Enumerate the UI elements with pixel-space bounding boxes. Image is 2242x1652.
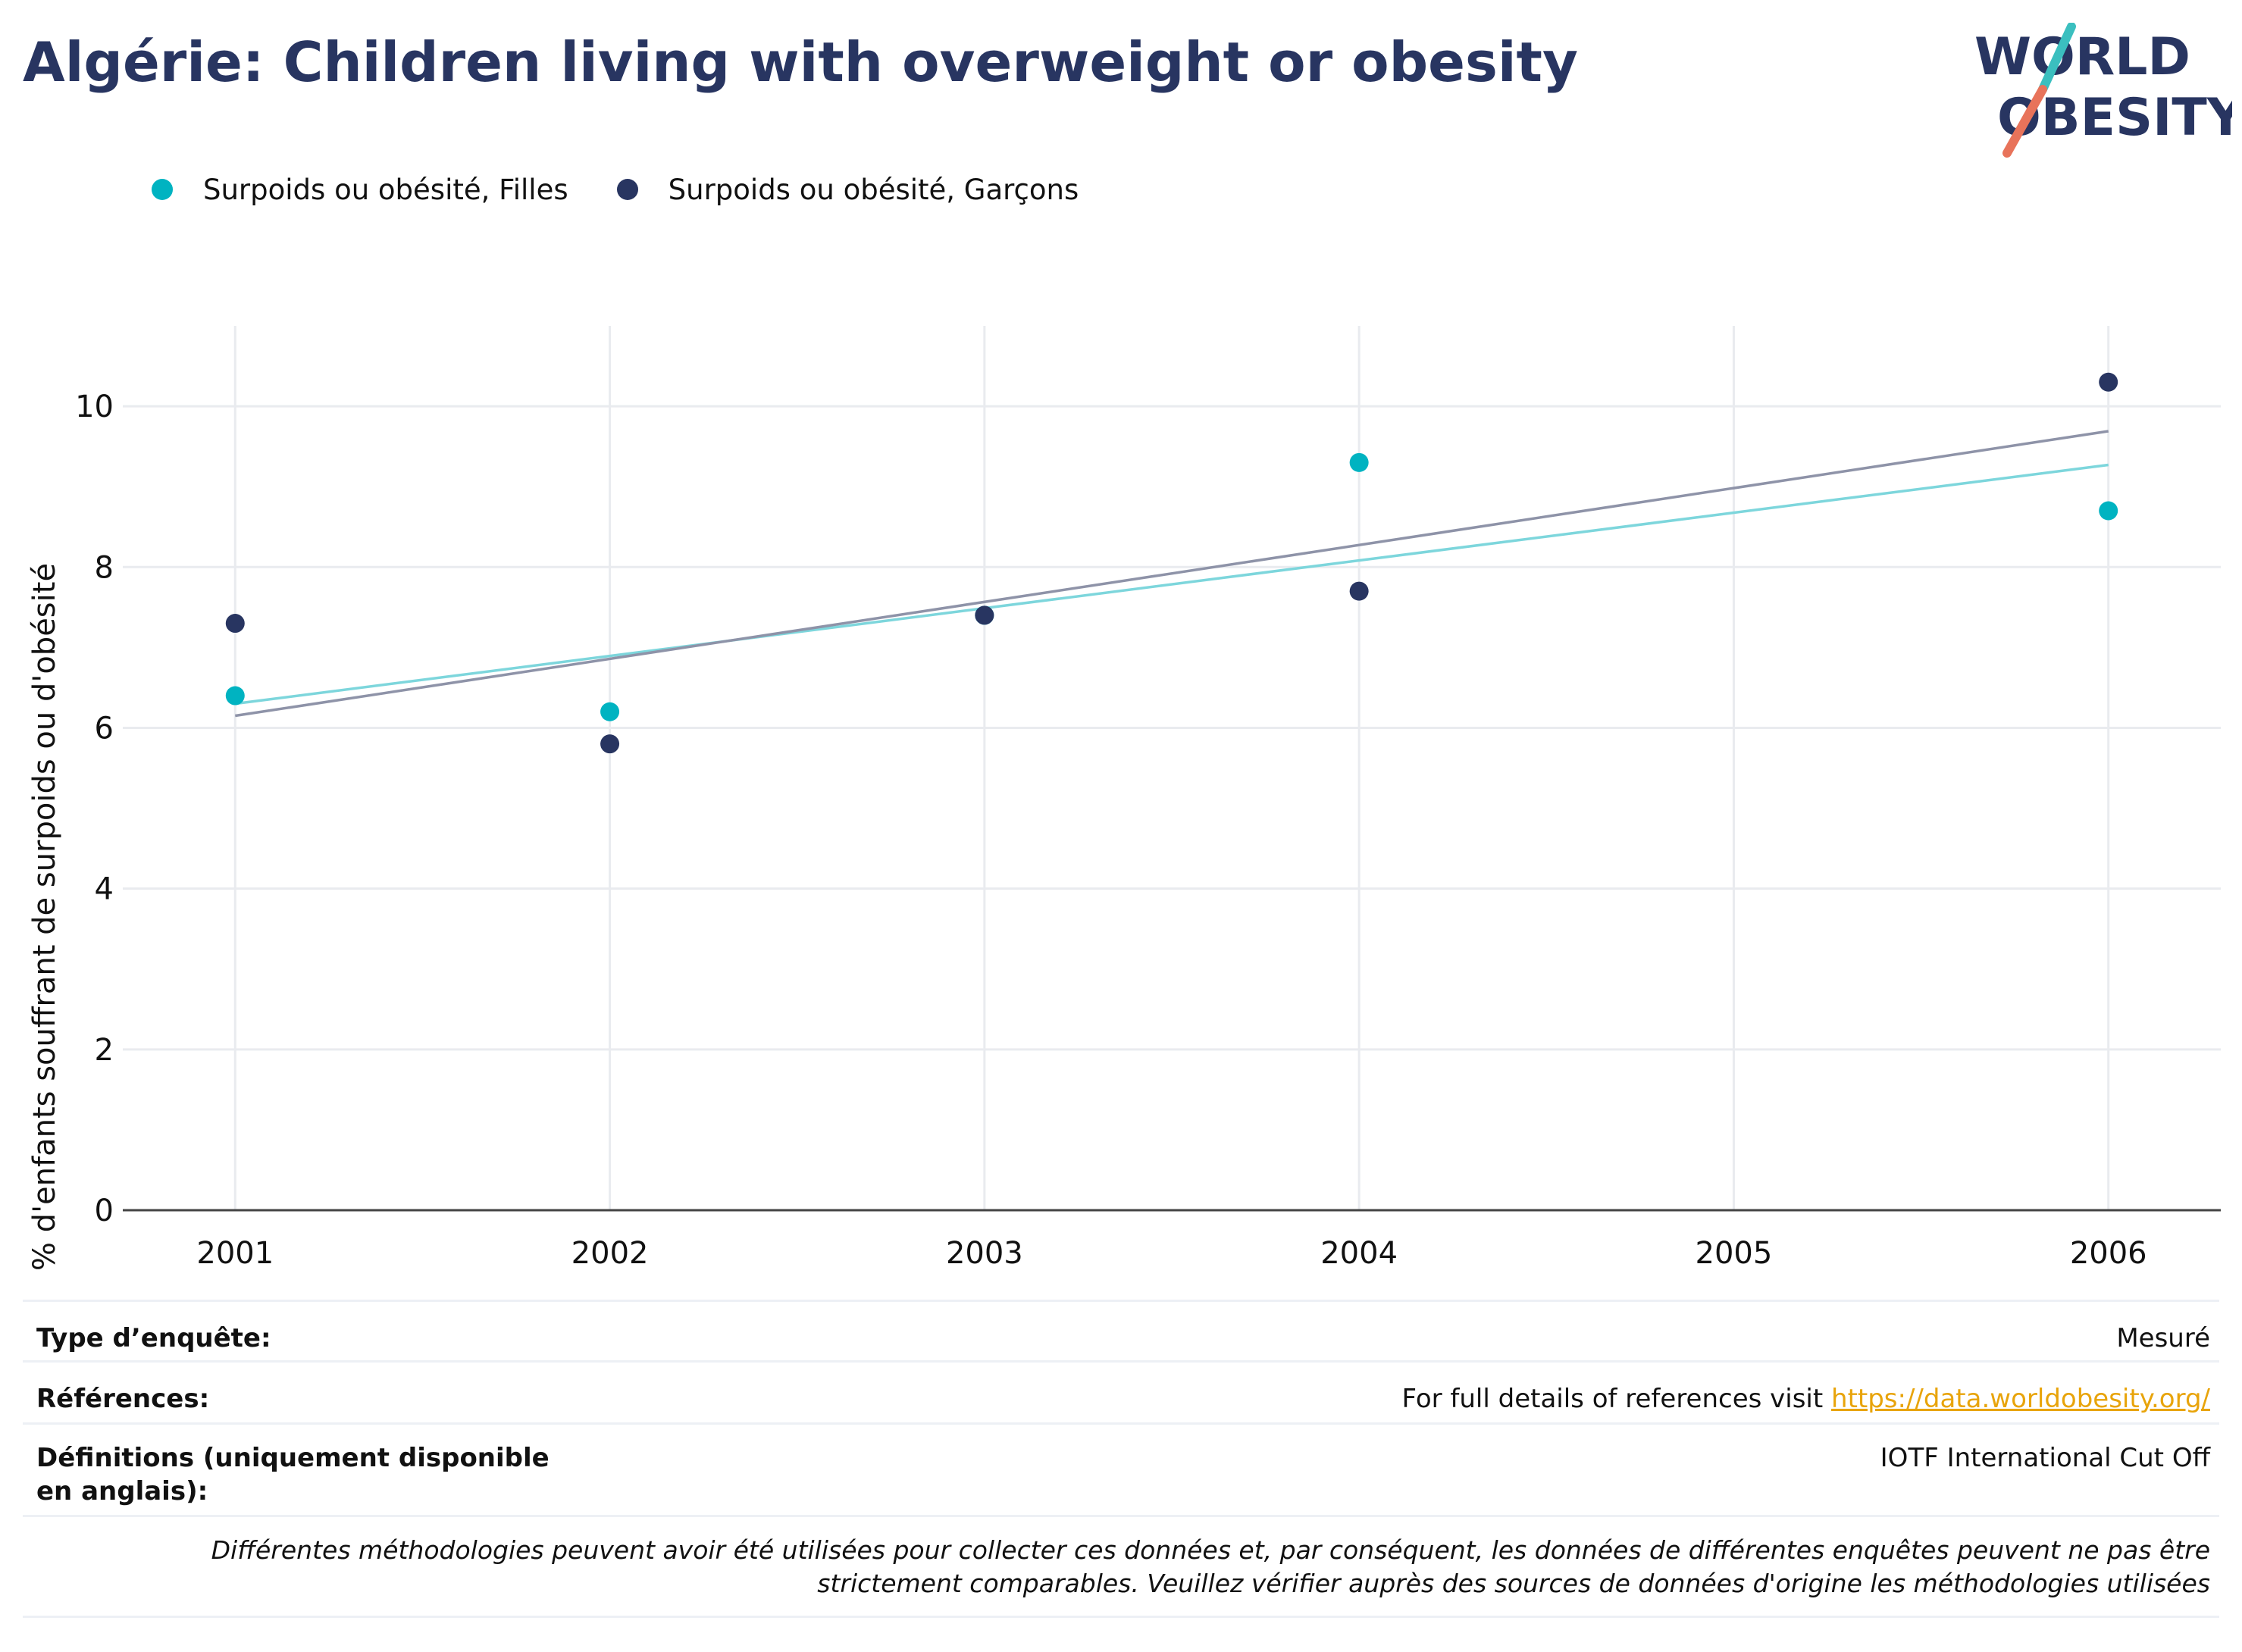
legend-item-filles[interactable]: Surpoids ou obésité, Filles bbox=[152, 174, 568, 206]
y-tick-label: 4 bbox=[95, 872, 114, 907]
y-tick-label: 2 bbox=[95, 1033, 114, 1068]
data-point-garcons bbox=[2099, 372, 2118, 392]
methodology-note: Différentes méthodologies peuvent avoir … bbox=[23, 1515, 2219, 1618]
logo-coral-slash bbox=[2002, 85, 2047, 158]
survey-type-value: Mesuré bbox=[2116, 1323, 2210, 1353]
scatter-chart: 2001 2002 2003 2004 2005 2006 0 2 4 6 8 10 % d'enfa… bbox=[27, 326, 2221, 1271]
y-tick-label: 0 bbox=[95, 1194, 114, 1228]
data-point-filles bbox=[225, 686, 245, 706]
info-table: Type d’enquête: Mesuré Références: For f… bbox=[23, 1300, 2219, 1618]
x-tick-label: 2006 bbox=[2070, 1236, 2147, 1271]
grid-lines bbox=[123, 326, 2221, 1210]
x-tick-label: 2004 bbox=[1320, 1236, 1398, 1271]
legend-label-filles: Surpoids ou obésité, Filles bbox=[203, 173, 568, 206]
legend-marker-garcons bbox=[616, 179, 638, 200]
x-tick-label: 2002 bbox=[571, 1236, 649, 1271]
y-tick-label: 8 bbox=[95, 550, 114, 585]
world-obesity-logo: WORLD OBESITY bbox=[1974, 23, 2232, 158]
x-tick-label: 2003 bbox=[946, 1236, 1023, 1271]
references-text: For full details of references visit bbox=[1401, 1384, 1832, 1414]
logo-teal-slash bbox=[2038, 23, 2076, 94]
data-point-garcons bbox=[225, 614, 245, 634]
legend-marker-filles bbox=[152, 179, 173, 200]
legend-item-garcons[interactable]: Surpoids ou obésité, Garçons bbox=[616, 173, 1079, 206]
references-link[interactable]: https://data.worldobesity.org/ bbox=[1831, 1384, 2210, 1414]
data-point-filles bbox=[600, 702, 620, 721]
references-value: For full details of references visit htt… bbox=[1401, 1382, 2219, 1416]
data-point-garcons bbox=[600, 734, 620, 754]
logo-line-1: WORLD bbox=[1974, 27, 2190, 87]
legend-label-garcons: Surpoids ou obésité, Garçons bbox=[668, 173, 1079, 206]
data-point-garcons bbox=[1349, 581, 1369, 601]
chart-title: Algérie: Children living with overweight… bbox=[23, 30, 1578, 94]
chart-legend: Surpoids ou obésité, Filles Surpoids ou … bbox=[152, 168, 1127, 211]
data-point-filles bbox=[2099, 501, 2118, 521]
survey-type-row: Type d’enquête: Mesuré bbox=[23, 1300, 2219, 1360]
definitions-label: Définitions (uniquement disponible en an… bbox=[36, 1443, 550, 1507]
definitions-value: IOTF International Cut Off bbox=[1880, 1443, 2210, 1473]
y-tick-label: 10 bbox=[75, 390, 114, 424]
data-point-garcons bbox=[975, 605, 994, 625]
definitions-row: Définitions (uniquement disponible en an… bbox=[23, 1422, 2219, 1515]
x-tick-label: 2001 bbox=[196, 1236, 274, 1271]
survey-type-label: Type d’enquête: bbox=[36, 1323, 271, 1353]
references-label: Références: bbox=[36, 1384, 210, 1414]
y-axis-label: % d'enfants souffrant de surpoids ou d'o… bbox=[27, 563, 62, 1271]
trend-lines bbox=[235, 430, 2109, 718]
trend-line-garcons bbox=[235, 430, 2109, 718]
data-point-filles bbox=[1349, 452, 1369, 472]
y-tick-label: 6 bbox=[95, 711, 114, 746]
tick-labels: 2001 2002 2003 2004 2005 2006 0 2 4 6 8 10 bbox=[75, 390, 2147, 1271]
x-tick-label: 2005 bbox=[1696, 1236, 1773, 1271]
references-row: Références: For full details of referenc… bbox=[23, 1360, 2219, 1422]
data-points bbox=[225, 372, 2118, 754]
trend-line-filles bbox=[235, 463, 2109, 706]
